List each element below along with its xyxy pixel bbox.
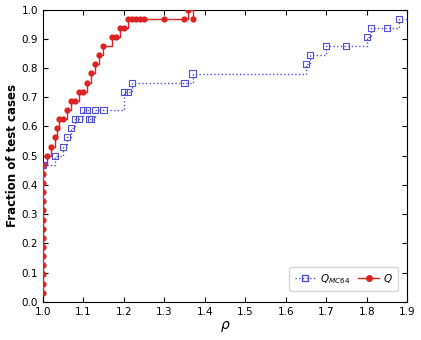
Point — [53, 125, 60, 131]
Point — [367, 25, 374, 31]
Point — [39, 281, 46, 286]
Point — [43, 153, 50, 158]
Point — [120, 25, 127, 31]
Point — [128, 80, 135, 85]
Legend: $Q_{MC64}$, $Q$: $Q_{MC64}$, $Q$ — [290, 267, 398, 291]
Point — [189, 71, 196, 76]
Point — [80, 107, 87, 113]
Point — [141, 16, 147, 21]
Point — [76, 116, 83, 122]
Point — [161, 16, 168, 21]
Point — [39, 162, 46, 168]
Point — [96, 52, 103, 58]
Point — [76, 89, 83, 95]
Point — [88, 116, 95, 122]
Point — [384, 25, 390, 31]
Point — [189, 16, 196, 21]
Point — [56, 116, 62, 122]
Point — [181, 80, 188, 85]
Point — [39, 217, 46, 222]
Point — [128, 16, 135, 21]
X-axis label: $\rho$: $\rho$ — [220, 320, 230, 335]
Point — [68, 125, 75, 131]
Point — [92, 107, 99, 113]
Point — [306, 52, 313, 58]
Point — [363, 34, 370, 40]
Point — [68, 98, 75, 104]
Point — [136, 16, 143, 21]
Point — [133, 16, 139, 21]
Point — [92, 62, 99, 67]
Point — [64, 135, 70, 140]
Point — [39, 290, 46, 295]
Point — [39, 189, 46, 195]
Point — [80, 89, 87, 95]
Point — [303, 62, 309, 67]
Point — [396, 16, 402, 21]
Point — [39, 235, 46, 241]
Point — [120, 89, 127, 95]
Point — [124, 16, 131, 21]
Point — [51, 153, 58, 158]
Y-axis label: Fraction of test cases: Fraction of test cases — [5, 84, 19, 227]
Point — [39, 272, 46, 277]
Point — [48, 144, 54, 149]
Point — [108, 34, 115, 40]
Point — [84, 80, 91, 85]
Point — [39, 226, 46, 232]
Point — [39, 162, 46, 168]
Point — [39, 199, 46, 204]
Point — [88, 71, 95, 76]
Point — [51, 135, 58, 140]
Point — [72, 116, 78, 122]
Point — [39, 208, 46, 213]
Point — [116, 25, 123, 31]
Point — [60, 144, 67, 149]
Point — [72, 98, 78, 104]
Point — [112, 34, 119, 40]
Point — [185, 7, 192, 12]
Point — [181, 16, 188, 21]
Point — [64, 107, 70, 113]
Point — [343, 44, 350, 49]
Point — [60, 116, 67, 122]
Point — [86, 116, 93, 122]
Point — [323, 44, 330, 49]
Point — [39, 180, 46, 186]
Point — [100, 44, 107, 49]
Point — [124, 89, 131, 95]
Point — [84, 107, 91, 113]
Point — [39, 171, 46, 177]
Point — [39, 244, 46, 250]
Point — [100, 107, 107, 113]
Point — [39, 253, 46, 259]
Point — [39, 262, 46, 268]
